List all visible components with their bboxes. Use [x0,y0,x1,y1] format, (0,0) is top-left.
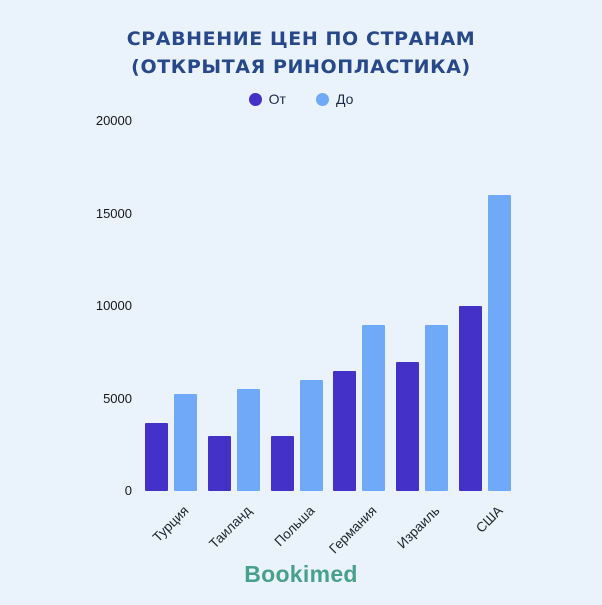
bar-to-Израиль [425,324,448,492]
bar-from-Польша [270,435,294,492]
bar-to-Германия [362,324,386,492]
bar-to-Польша [299,380,323,492]
bar-to-США [487,195,511,492]
bar-from-Германия [333,370,357,492]
y-axis-tick-label: 0 [124,483,132,499]
y-axis-tick-label: 5000 [103,390,132,406]
legend-item-to: До [315,91,354,108]
bar-from-США [458,306,482,492]
bar-to-Турция [174,393,198,492]
bar-to-Таиланд [237,389,260,492]
chart-title-line2: (ОТКРЫТАЯ РИНОПЛАСТИКА) [131,55,471,78]
y-axis-tick-label: 20000 [95,113,132,129]
chart-title-line1: СРАВНЕНИЕ ЦЕН ПО СТРАНАМ [126,28,476,50]
chart-legend: От До [0,91,602,107]
bar-from-Израиль [396,361,419,492]
bar-chart-plot-area: 0 5000 10000 15000 20000 Турция Таиланд Польша Г… [0,113,602,557]
chart-title: СРАВНЕНИЕ ЦЕН ПО СТРАНАМ (ОТКРЫТАЯ РИНОП… [0,0,602,81]
legend-swatch-to-icon [315,92,329,106]
bar-from-Турция [145,422,169,492]
legend-item-from: От [248,91,286,108]
bar-from-Таиланд [208,435,231,492]
legend-label-from: От [268,91,286,108]
y-axis-tick-label: 15000 [95,205,132,221]
y-axis-tick-label: 10000 [95,298,132,314]
legend-swatch-from-icon [248,92,262,106]
bookimed-logo: Bookimed [244,561,358,588]
legend-label-to: До [335,91,354,108]
